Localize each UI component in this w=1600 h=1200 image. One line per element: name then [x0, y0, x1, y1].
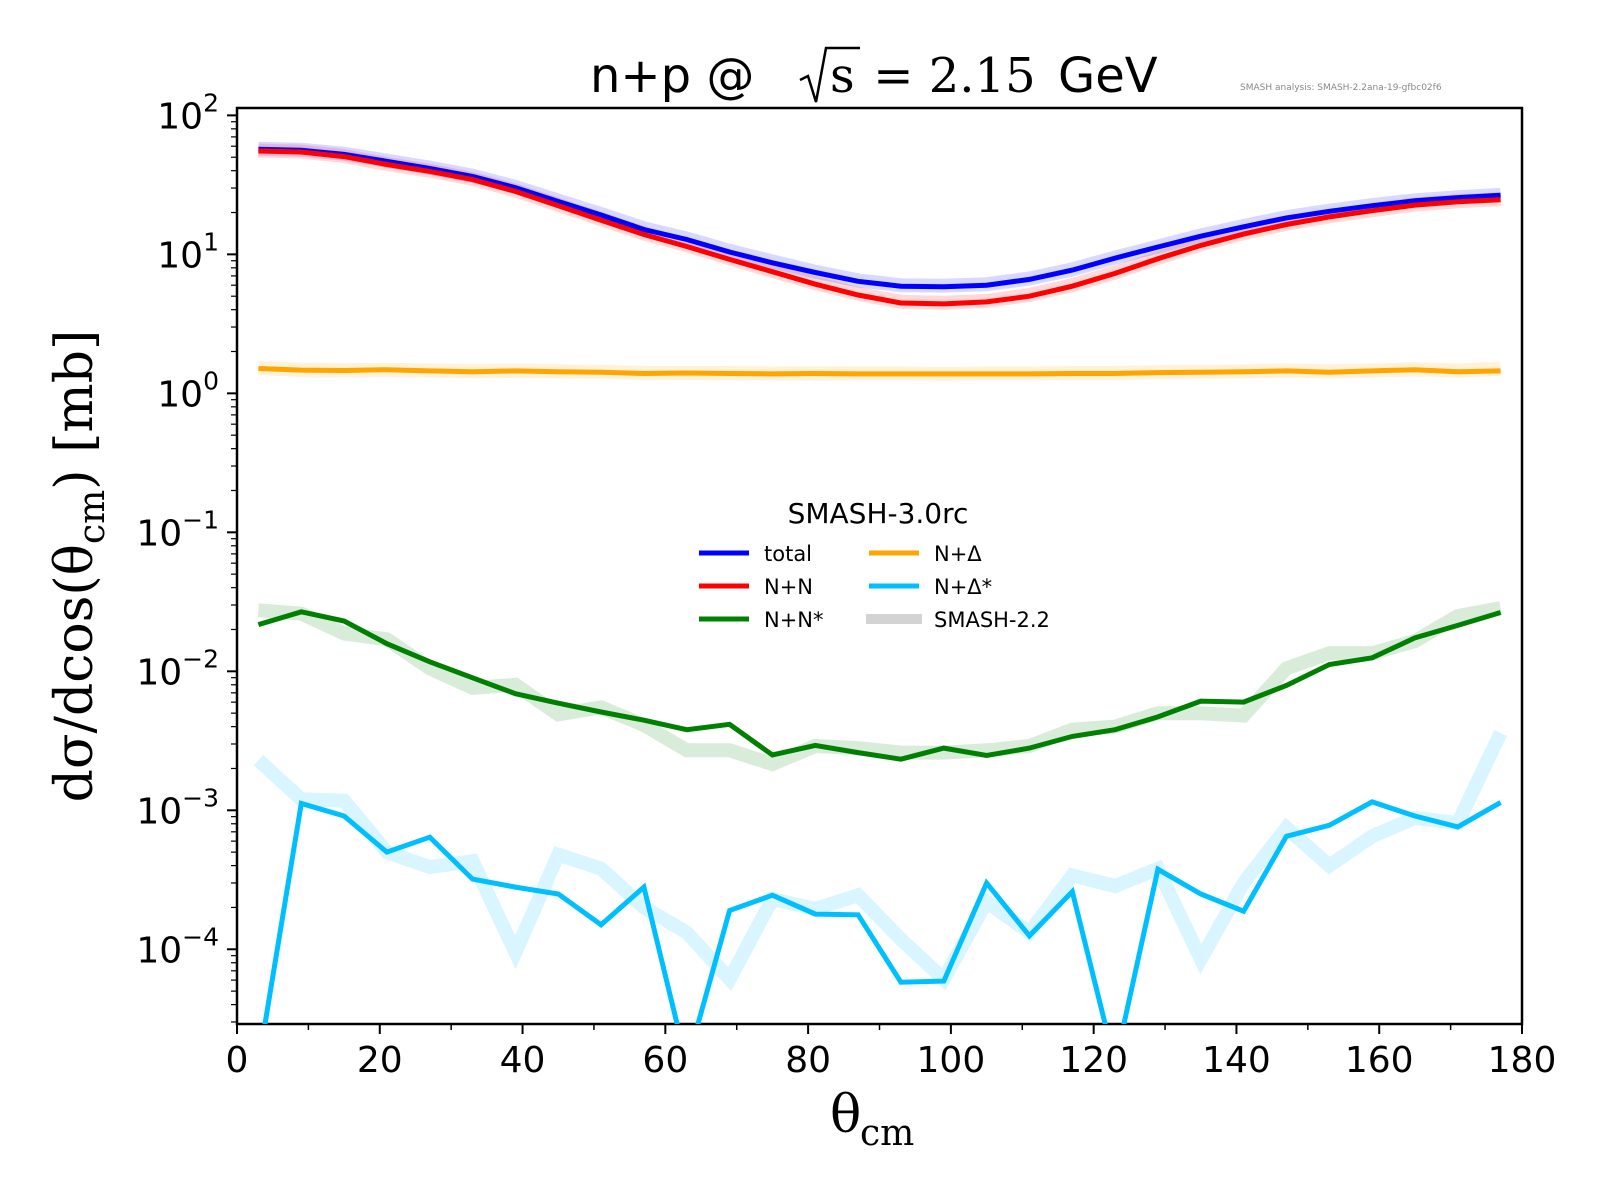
legend-label: N+N*	[764, 608, 824, 632]
legend-title: SMASH-3.0rc	[788, 497, 969, 530]
x-tick-label: 20	[357, 1040, 403, 1081]
y-axis-label: dσ/dcos(θcm) [mb]	[45, 330, 113, 803]
legend-label: total	[764, 542, 812, 566]
smash-2.2-band-n--star	[253, 729, 1507, 992]
plot-frame	[235, 106, 1524, 1026]
x-tick-label: 60	[642, 1040, 688, 1081]
x-tick-label: 100	[917, 1040, 986, 1081]
smash-3.0rc-lines	[257, 146, 1502, 1024]
legend-label: N+Δ	[934, 542, 982, 566]
y-tick-label: 102	[157, 88, 219, 137]
legend: SMASH-3.0rc total N+N N+N* N+Δ N+Δ* SMASH-2.2	[699, 497, 1050, 632]
x-tick-label: 0	[226, 1040, 249, 1081]
y-tick-label: 10−3	[136, 783, 219, 832]
chart-title-equals: = 2.15	[858, 48, 1051, 104]
axis-ticks	[227, 114, 1523, 1034]
x-tick-labels: 0 20 40 60 80 100 120 140 160 180	[226, 1040, 1557, 1081]
series-line-n--star	[262, 799, 1502, 1024]
y-tick-label: 10−2	[136, 644, 219, 693]
series-line-n-	[258, 366, 1501, 377]
x-tick-label: 140	[1202, 1040, 1271, 1081]
y-axis-label-text: dσ/dcos(θcm) [mb]	[45, 330, 113, 803]
chart-title-unit: GeV	[1058, 48, 1158, 104]
y-axis-label-sub: cm	[72, 490, 113, 544]
smash-2.2-band-n-n-star	[257, 601, 1502, 772]
sqrt-radical-icon	[799, 46, 860, 103]
analysis-watermark: SMASH analysis: SMASH-2.2ana-19-gfbc02f6	[1240, 83, 1442, 93]
series-line-n-n	[258, 148, 1501, 307]
legend-label: N+N	[764, 575, 813, 599]
x-axis-label: θ cm	[830, 1085, 914, 1154]
chart-title-prefix: n+p @	[590, 48, 770, 104]
sqrt-s-symbol: s	[799, 46, 860, 104]
x-axis-label-sub: cm	[860, 1113, 914, 1154]
y-tick-label: 10−4	[136, 922, 219, 971]
series-line-total	[258, 146, 1501, 290]
x-tick-label: 120	[1059, 1040, 1128, 1081]
legend-label: N+Δ*	[934, 575, 992, 599]
y-tick-label: 100	[157, 366, 219, 415]
x-tick-label: 40	[500, 1040, 546, 1081]
x-tick-label: 160	[1345, 1040, 1414, 1081]
y-axis-label-main: dσ/dcos(θ	[45, 544, 105, 802]
legend-label: SMASH-2.2	[934, 608, 1050, 632]
x-tick-label: 80	[785, 1040, 831, 1081]
y-tick-label: 10−1	[136, 505, 219, 554]
chart-title-sqrt-arg: s	[830, 48, 855, 104]
y-axis-label-tail: ) [mb]	[45, 330, 105, 490]
y-tick-labels: 102 101 100 10−1 10−2 10−3 10−4	[136, 88, 219, 971]
series-line-n-n-star	[257, 609, 1502, 762]
x-tick-label: 180	[1488, 1040, 1557, 1081]
x-axis-label-main: θ	[830, 1085, 861, 1145]
y-tick-label: 101	[157, 227, 219, 276]
